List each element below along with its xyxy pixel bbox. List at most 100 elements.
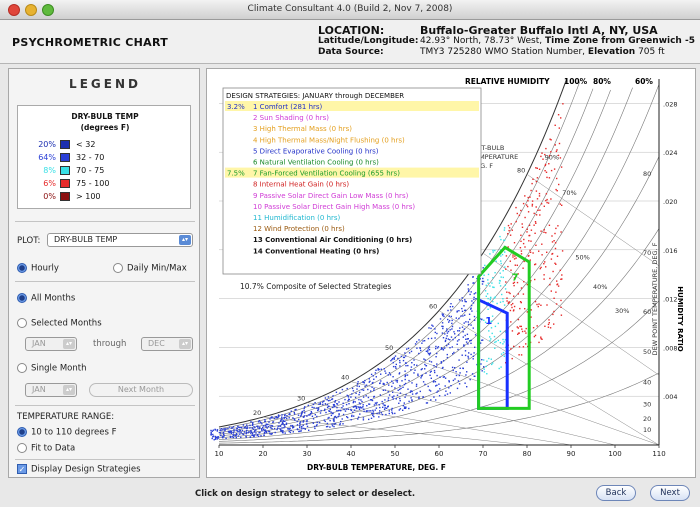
data-point [217,436,219,438]
range-10-110-radio[interactable]: 10 to 110 degrees F [17,427,117,438]
strategy-item[interactable]: 9 Passive Solar Direct Gain Low Mass (0 … [253,192,409,200]
data-point [500,366,502,368]
data-point [328,405,330,408]
data-point [432,325,434,327]
data-point [462,315,464,317]
data-point [272,421,274,423]
data-point [559,269,561,271]
data-point [269,433,271,435]
data-point [292,426,295,428]
zoom-window-button[interactable] [42,4,54,16]
data-point [512,256,514,258]
data-point [377,369,379,371]
data-point [497,339,499,342]
data-point [387,397,390,399]
strategy-item[interactable]: 11 Humidification (0 hrs) [253,214,341,222]
display-strategies-checkbox[interactable]: ✓ Display Design Strategies [17,464,141,475]
data-point [296,424,299,426]
data-point [352,400,355,402]
close-window-button[interactable] [8,4,20,16]
data-point [403,383,406,386]
single-month-radio[interactable]: Single Month [17,363,86,374]
data-point [223,434,225,436]
data-point [544,261,546,263]
strategy-item[interactable]: 2 Sun Shading (0 hrs) [253,114,329,122]
data-point [324,420,326,423]
strategy-item[interactable]: 3 High Thermal Mass (0 hrs) [253,125,352,133]
data-point [469,293,471,296]
data-point [325,411,327,414]
data-point [539,209,541,211]
data-point [294,409,296,411]
single-month-select[interactable]: JAN ▴▾ [25,383,77,397]
minimize-window-button[interactable] [25,4,37,16]
data-point [537,305,539,308]
data-point [471,300,473,302]
data-point [340,420,342,423]
strategy-item[interactable]: 8 Internal Heat Gain (0 hrs) [253,181,349,189]
data-point [338,413,340,415]
data-point [372,411,375,413]
strategy-item[interactable]: 5 Direct Evaporative Cooling (0 hrs) [253,147,379,155]
data-point [212,433,214,436]
fit-to-data-radio[interactable]: Fit to Data [17,443,75,454]
strategy-item[interactable]: 13 Conventional Air Conditioning (0 hrs) [253,236,412,244]
data-point [525,332,527,334]
selected-months-radio[interactable]: Selected Months [17,318,102,329]
data-point [339,423,341,425]
data-point [303,415,306,417]
month-to-select[interactable]: DEC ▴▾ [141,337,193,351]
x-tick-label: 110 [652,450,665,458]
data-point [499,342,502,344]
hourly-radio[interactable]: Hourly [17,263,59,274]
data-point [210,429,212,432]
data-point [520,301,522,304]
data-point [505,281,507,283]
strategy-item[interactable]: 1 Comfort (281 hrs) [253,103,323,111]
strategy-item[interactable]: 6 Natural Ventilation Cooling (0 hrs) [253,159,379,167]
humidity-tick-label: .004 [663,393,677,401]
data-point [406,348,408,350]
data-point [517,293,519,295]
data-point [469,340,471,342]
strategy-item[interactable]: 10 Passive Solar Direct Gain High Mass (… [253,203,415,211]
data-point [389,374,392,376]
data-point [306,423,308,425]
data-point [482,339,484,341]
daily-radio[interactable]: Daily Min/Max [113,263,187,274]
data-point [485,295,487,297]
data-point [457,330,459,332]
data-point [216,429,219,431]
next-month-button[interactable]: Next Month [89,383,193,397]
data-point [311,406,313,408]
data-point [433,396,435,398]
data-point [394,366,397,368]
data-point [359,413,361,415]
all-months-radio[interactable]: All Months [17,293,75,304]
data-point [553,323,555,325]
strategy-item[interactable]: 14 Conventional Heating (0 hrs) [253,247,379,255]
next-button[interactable]: Next [650,485,690,501]
data-point [263,431,266,434]
legend-pct: 0% [43,191,56,201]
month-from-select[interactable]: JAN ▴▾ [25,337,77,351]
data-point [446,393,449,395]
data-point [234,434,236,436]
data-point [240,431,242,434]
data-point [449,392,451,394]
data-point [211,437,213,440]
strategy-item[interactable]: 12 Wind Protection (0 hrs) [253,225,345,233]
data-point [490,358,492,360]
data-point [539,267,541,270]
strategy-item[interactable]: 4 High Thermal Mass/Night Flushing (0 hr… [253,136,405,144]
strategy-item[interactable]: 7 Fan-Forced Ventilation Cooling (655 hr… [253,170,400,178]
data-point [249,427,251,429]
data-point [510,223,512,225]
data-point [372,375,374,377]
back-button[interactable]: Back [596,485,636,501]
plot-select[interactable]: DRY-BULB TEMP ▴▾ [47,233,193,247]
data-point [331,398,334,400]
data-point [383,404,386,407]
data-point [436,363,438,365]
